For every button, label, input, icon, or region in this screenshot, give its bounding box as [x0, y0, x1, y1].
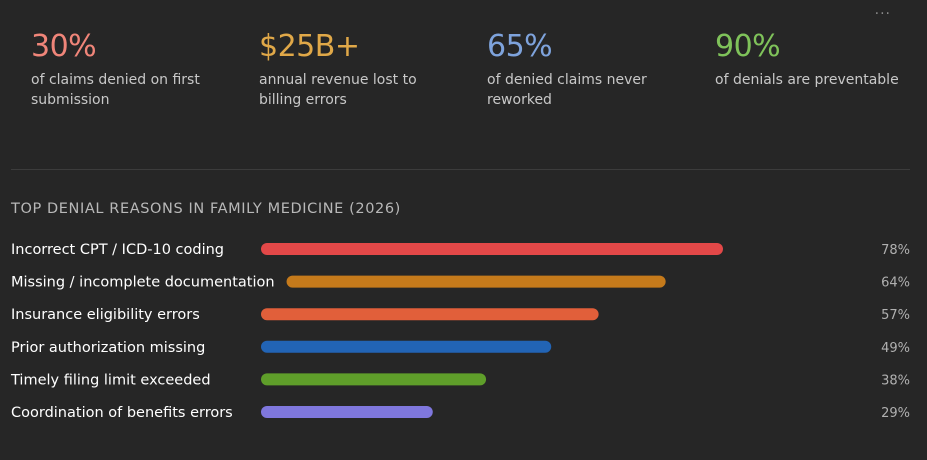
bar-label-insurance-eligibility-errors: Insurance eligibility errors — [11, 307, 200, 323]
stat-claims-denied: 30% of claims denied on first submission — [31, 30, 231, 110]
stat-preventable: 90% of denials are preventable — [715, 30, 915, 90]
stat-never-reworked: 65% of denied claims never reworked — [487, 30, 687, 110]
bar-coordination-of-benefits-errors — [261, 406, 433, 418]
chart-title: TOP DENIAL REASONS IN FAMILY MEDICINE (2… — [11, 201, 401, 217]
stats-row: 30% of claims denied on first submission… — [31, 30, 927, 120]
stat-value: 90% — [715, 29, 781, 64]
stat-revenue-lost: $25B+ annual revenue lost to billing err… — [259, 30, 459, 110]
bar-insurance-eligibility-errors — [261, 308, 599, 321]
bar-value-timely-filing-limit-exceeded: 38% — [881, 373, 910, 388]
divider — [11, 169, 910, 170]
stat-value: 65% — [487, 29, 553, 64]
bar-missing-incomplete-documentation — [286, 275, 666, 288]
bar-value-missing-incomplete-documentation: 64% — [881, 276, 910, 291]
bar-label-timely-filing-limit-exceeded: Timely filing limit exceeded — [10, 372, 211, 388]
bar-value-incorrect-cpt-icd-10-coding: 78% — [881, 243, 910, 258]
stat-description: of denials are preventable — [715, 72, 899, 88]
bar-label-prior-authorization-missing: Prior authorization missing — [11, 340, 205, 356]
bar-value-prior-authorization-missing: 49% — [881, 341, 910, 356]
more-options-icon[interactable]: ··· — [874, 6, 891, 22]
bar-label-coordination-of-benefits-errors: Coordination of benefits errors — [11, 405, 233, 421]
bar-prior-authorization-missing — [261, 340, 552, 353]
stat-description: annual revenue lost to billing errors — [259, 72, 417, 108]
bar-value-insurance-eligibility-errors: 57% — [881, 308, 910, 323]
bar-value-coordination-of-benefits-errors: 29% — [881, 406, 910, 421]
stat-value: $25B+ — [259, 29, 360, 64]
stat-description: of claims denied on first submission — [31, 72, 200, 108]
stat-value: 30% — [31, 29, 97, 64]
bar-label-missing-incomplete-documentation: Missing / incomplete documentation — [11, 275, 275, 291]
bar-incorrect-cpt-icd-10-coding — [261, 243, 723, 255]
bar-label-incorrect-cpt-icd-10-coding: Incorrect CPT / ICD-10 coding — [11, 242, 224, 258]
stat-description: of denied claims never reworked — [487, 72, 647, 108]
bar-timely-filing-limit-exceeded — [261, 373, 487, 386]
